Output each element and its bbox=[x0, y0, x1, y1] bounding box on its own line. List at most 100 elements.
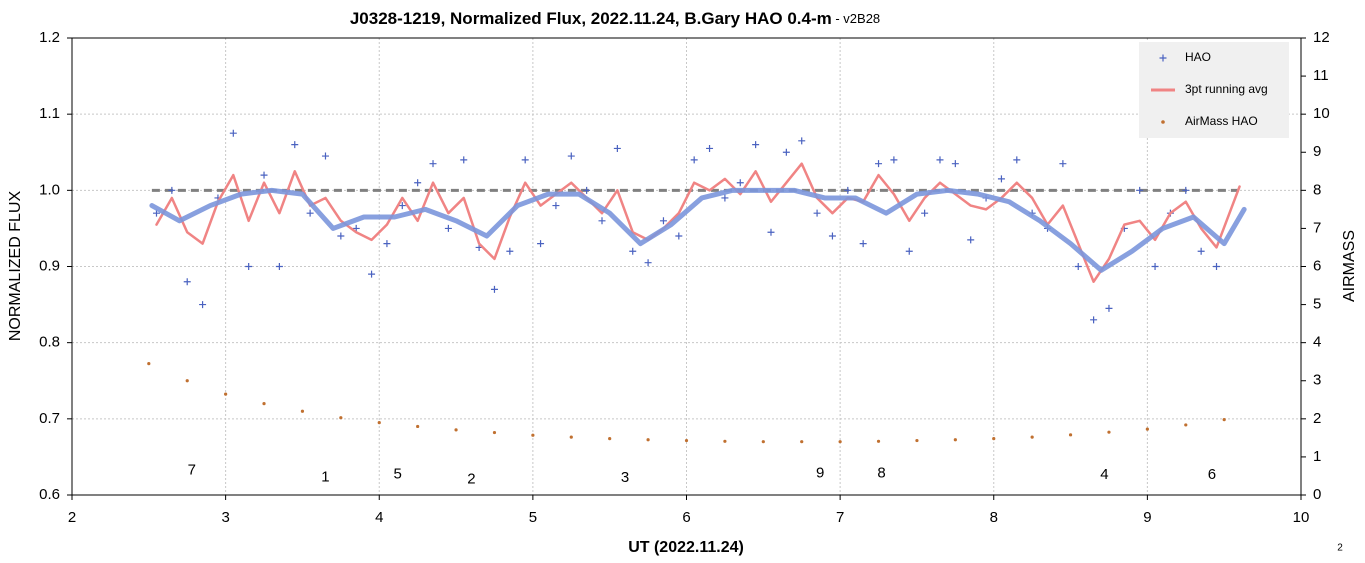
flux-point bbox=[905, 247, 913, 255]
airmass-point bbox=[1030, 435, 1034, 439]
flux-point bbox=[260, 171, 268, 179]
airmass-point bbox=[608, 437, 612, 441]
y2-tick-label: 7 bbox=[1313, 219, 1321, 236]
airmass-point bbox=[569, 435, 573, 439]
flux-point bbox=[967, 236, 975, 244]
legend-label: HAO bbox=[1185, 50, 1211, 64]
annotation: 8 bbox=[877, 465, 885, 482]
flux-point bbox=[521, 156, 529, 164]
flux-point bbox=[782, 148, 790, 156]
x-tick-label: 8 bbox=[990, 509, 998, 526]
legend-swatch bbox=[1161, 120, 1165, 124]
flux-point bbox=[767, 228, 775, 236]
y2-tick-label: 11 bbox=[1313, 67, 1329, 84]
flux-point bbox=[1136, 186, 1144, 194]
y-tick-label: 1.2 bbox=[39, 29, 60, 46]
flux-point bbox=[245, 263, 253, 270]
flux-point bbox=[321, 152, 329, 160]
airmass-point bbox=[1145, 427, 1149, 431]
flux-point bbox=[798, 137, 806, 145]
annotation: 7 bbox=[188, 462, 196, 479]
airmass-point bbox=[531, 433, 535, 437]
flux-point bbox=[598, 217, 606, 225]
flux-point bbox=[629, 247, 637, 255]
flux-point bbox=[859, 240, 867, 248]
smooth-line bbox=[149, 187, 1247, 273]
x-axis-label: UT (2022.11.24) bbox=[628, 539, 744, 556]
flux-point bbox=[951, 160, 959, 168]
flux-point bbox=[1059, 160, 1067, 168]
flux-point bbox=[1213, 263, 1221, 270]
legend-label: 3pt running avg bbox=[1185, 82, 1268, 96]
airmass-point bbox=[876, 439, 881, 443]
title: J0328-1219, Normalized Flux, 2022.11.24,… bbox=[350, 9, 832, 28]
subtitle: - v2B28 bbox=[832, 11, 880, 26]
flux-point bbox=[752, 141, 760, 149]
legend-swatch bbox=[1159, 54, 1167, 62]
airmass-point bbox=[800, 440, 804, 444]
flux-point bbox=[1013, 156, 1021, 164]
airmass-point bbox=[1222, 417, 1226, 422]
flux-point bbox=[229, 129, 237, 137]
airmass-point bbox=[646, 438, 650, 442]
flux-point bbox=[383, 240, 391, 248]
flux-point bbox=[1151, 263, 1159, 270]
y-tick-label: 0.6 bbox=[39, 486, 60, 503]
line bbox=[155, 162, 1241, 283]
airmass-point bbox=[300, 409, 305, 413]
x-tick-label: 2 bbox=[68, 509, 76, 526]
x-tick-label: 3 bbox=[221, 509, 229, 526]
y-tick-label: 0.8 bbox=[39, 334, 60, 351]
airmass-point bbox=[224, 392, 228, 396]
flux-point bbox=[844, 186, 852, 194]
airmass-point bbox=[454, 428, 458, 432]
airmass-point bbox=[838, 440, 842, 444]
x-tick-label: 4 bbox=[375, 509, 383, 526]
flux-point bbox=[429, 160, 437, 168]
y2-tick-label: 10 bbox=[1313, 105, 1330, 122]
y-tick-label: 1.0 bbox=[39, 181, 60, 198]
y-axis-label: NORMALIZED FLUX bbox=[7, 191, 24, 342]
flux-point bbox=[583, 186, 591, 194]
y-tick-label: 0.7 bbox=[39, 410, 60, 427]
flux-point bbox=[398, 202, 406, 210]
flux-point bbox=[736, 179, 744, 187]
airmass-point bbox=[147, 362, 151, 366]
y2-tick-label: 1 bbox=[1313, 448, 1321, 465]
flux-point bbox=[890, 156, 898, 164]
flux-point bbox=[183, 278, 191, 286]
flux-point bbox=[368, 270, 376, 278]
flux-point bbox=[552, 202, 560, 210]
y2-tick-label: 2 bbox=[1313, 410, 1321, 427]
airmass-point bbox=[185, 379, 189, 383]
y2-tick-label: 0 bbox=[1313, 486, 1321, 503]
y2-tick-label: 12 bbox=[1313, 29, 1330, 46]
flux-point bbox=[875, 160, 883, 168]
flux-point bbox=[537, 240, 545, 248]
y2-tick-label: 5 bbox=[1313, 296, 1321, 313]
annotation: 1 bbox=[321, 468, 329, 485]
airmass-point bbox=[761, 440, 765, 444]
airmass-point bbox=[1184, 423, 1188, 427]
flux-point bbox=[690, 156, 698, 164]
flux-point bbox=[997, 175, 1005, 183]
y2-axis-label: AIRMASS bbox=[1341, 230, 1358, 302]
y2-tick-label: 8 bbox=[1313, 181, 1321, 198]
airmass-point bbox=[992, 437, 996, 441]
chart-title: J0328-1219, Normalized Flux, 2022.11.24,… bbox=[350, 9, 880, 28]
x-tick-label: 10 bbox=[1293, 509, 1310, 526]
flux-point bbox=[444, 224, 452, 232]
flux-point bbox=[936, 156, 944, 164]
flux-point bbox=[306, 209, 314, 217]
flux-point bbox=[275, 263, 283, 270]
airmass-point bbox=[339, 416, 343, 420]
annotation: 3 bbox=[621, 469, 629, 486]
airmass-point bbox=[915, 438, 919, 443]
airmass-point bbox=[377, 421, 381, 425]
flux-point bbox=[337, 232, 345, 240]
y-tick-label: 0.9 bbox=[39, 257, 60, 274]
flux-point bbox=[1197, 247, 1205, 255]
plot-frame bbox=[71, 37, 1302, 496]
flux-point bbox=[1105, 304, 1113, 312]
